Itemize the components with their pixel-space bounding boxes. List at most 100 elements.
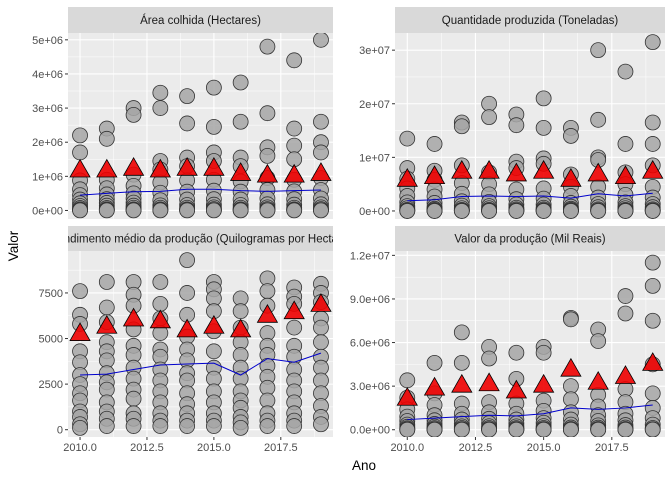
data-point <box>481 421 497 437</box>
data-point <box>152 274 169 290</box>
data-point <box>259 38 276 55</box>
triangle-marker <box>614 165 637 185</box>
data-point <box>535 344 552 361</box>
data-point <box>617 203 634 219</box>
data-point <box>125 390 142 407</box>
data-point <box>152 100 169 116</box>
strip-background <box>68 226 333 251</box>
data-point <box>590 42 607 59</box>
strip-background <box>395 7 665 33</box>
triangle-marker <box>396 167 418 187</box>
triangle-marker <box>122 307 145 327</box>
data-point <box>399 203 416 219</box>
data-point <box>563 311 579 328</box>
y-tick-label: 2e+06 <box>32 137 63 149</box>
y-tick-label: 3.0e+06 <box>350 381 390 393</box>
data-point <box>232 303 249 320</box>
data-point <box>205 79 222 96</box>
facet-panel: Quantidade produzida (Toneladas) 0e+00 1e+… <box>359 7 665 219</box>
trend-line <box>407 192 653 202</box>
data-point <box>399 421 416 437</box>
data-point <box>508 203 525 219</box>
data-point <box>205 343 222 360</box>
x-axis-title: Ano <box>352 458 376 473</box>
triangle-marker <box>451 159 473 179</box>
triangle-marker <box>69 158 91 178</box>
facet-panel: Rendimento médio da produção (Quilograma… <box>39 226 352 454</box>
data-point <box>426 421 443 437</box>
data-point <box>72 144 88 161</box>
data-point <box>453 203 470 219</box>
data-point <box>426 203 443 219</box>
triangle-marker <box>642 352 664 371</box>
triangle-marker <box>310 293 332 312</box>
data-point <box>508 117 525 134</box>
data-point <box>508 344 525 361</box>
data-point <box>617 288 634 304</box>
panel-title: Valor da produção (Mil Reais) <box>454 234 605 246</box>
data-point <box>508 421 525 437</box>
trend-line <box>80 188 321 196</box>
data-point <box>481 109 497 126</box>
data-point <box>399 372 416 389</box>
y-tick-label: 3e+07 <box>359 45 390 57</box>
facet-panel: Área colhida (Hectares) 0e+00 1e+06 2e+06 3e… <box>32 7 333 219</box>
data-point <box>179 418 196 434</box>
triangle-marker <box>642 159 664 179</box>
triangle-marker <box>532 159 555 179</box>
data-point <box>535 90 552 107</box>
data-point <box>179 285 196 301</box>
data-point <box>72 202 88 219</box>
data-point <box>286 52 303 69</box>
triangle-marker <box>96 158 118 178</box>
data-point <box>72 127 88 144</box>
y-tick-label: 2e+07 <box>359 99 390 111</box>
data-point <box>590 333 607 349</box>
data-point <box>644 34 661 51</box>
data-point <box>152 295 169 312</box>
data-point <box>313 144 329 161</box>
triangle-marker <box>614 365 637 384</box>
data-point <box>426 354 443 371</box>
y-tick-label: 0e+00 <box>359 206 390 218</box>
x-tick-label: 2017.5 <box>595 442 629 454</box>
data-point <box>98 202 115 219</box>
triangle-marker <box>256 304 279 323</box>
data-point <box>644 385 661 402</box>
triangle-marker <box>451 373 473 393</box>
data-point <box>535 421 552 437</box>
data-point <box>98 274 115 290</box>
y-tick-label: 1e+06 <box>32 171 63 183</box>
triangle-marker <box>505 162 528 182</box>
data-point <box>259 418 276 434</box>
data-point <box>481 350 497 367</box>
data-point <box>179 202 196 219</box>
data-point <box>617 421 634 437</box>
data-point <box>644 277 661 294</box>
data-point <box>617 305 634 322</box>
data-point <box>125 107 142 123</box>
y-tick-label: 5000 <box>39 334 63 346</box>
y-tick-label: 2500 <box>39 379 63 391</box>
data-point <box>313 33 329 48</box>
x-tick-label: 2012.5 <box>459 442 493 454</box>
data-point <box>232 113 249 130</box>
data-point <box>313 202 329 219</box>
triangle-marker <box>310 162 332 181</box>
data-point <box>313 113 329 130</box>
data-point <box>426 136 443 152</box>
data-point <box>644 254 661 271</box>
panel-title: Rendimento médio da produção (Quilograma… <box>49 234 352 246</box>
data-point <box>453 421 470 437</box>
trend-line <box>407 404 653 421</box>
data-point <box>453 354 470 371</box>
triangle-marker <box>532 373 555 393</box>
triangle-marker <box>149 309 172 329</box>
data-point <box>72 419 88 436</box>
data-point <box>535 203 552 219</box>
x-tick-label: 2015.0 <box>527 442 561 454</box>
y-tick-label: 1e+07 <box>359 152 390 164</box>
data-point <box>617 63 634 80</box>
strip-background <box>395 226 665 251</box>
